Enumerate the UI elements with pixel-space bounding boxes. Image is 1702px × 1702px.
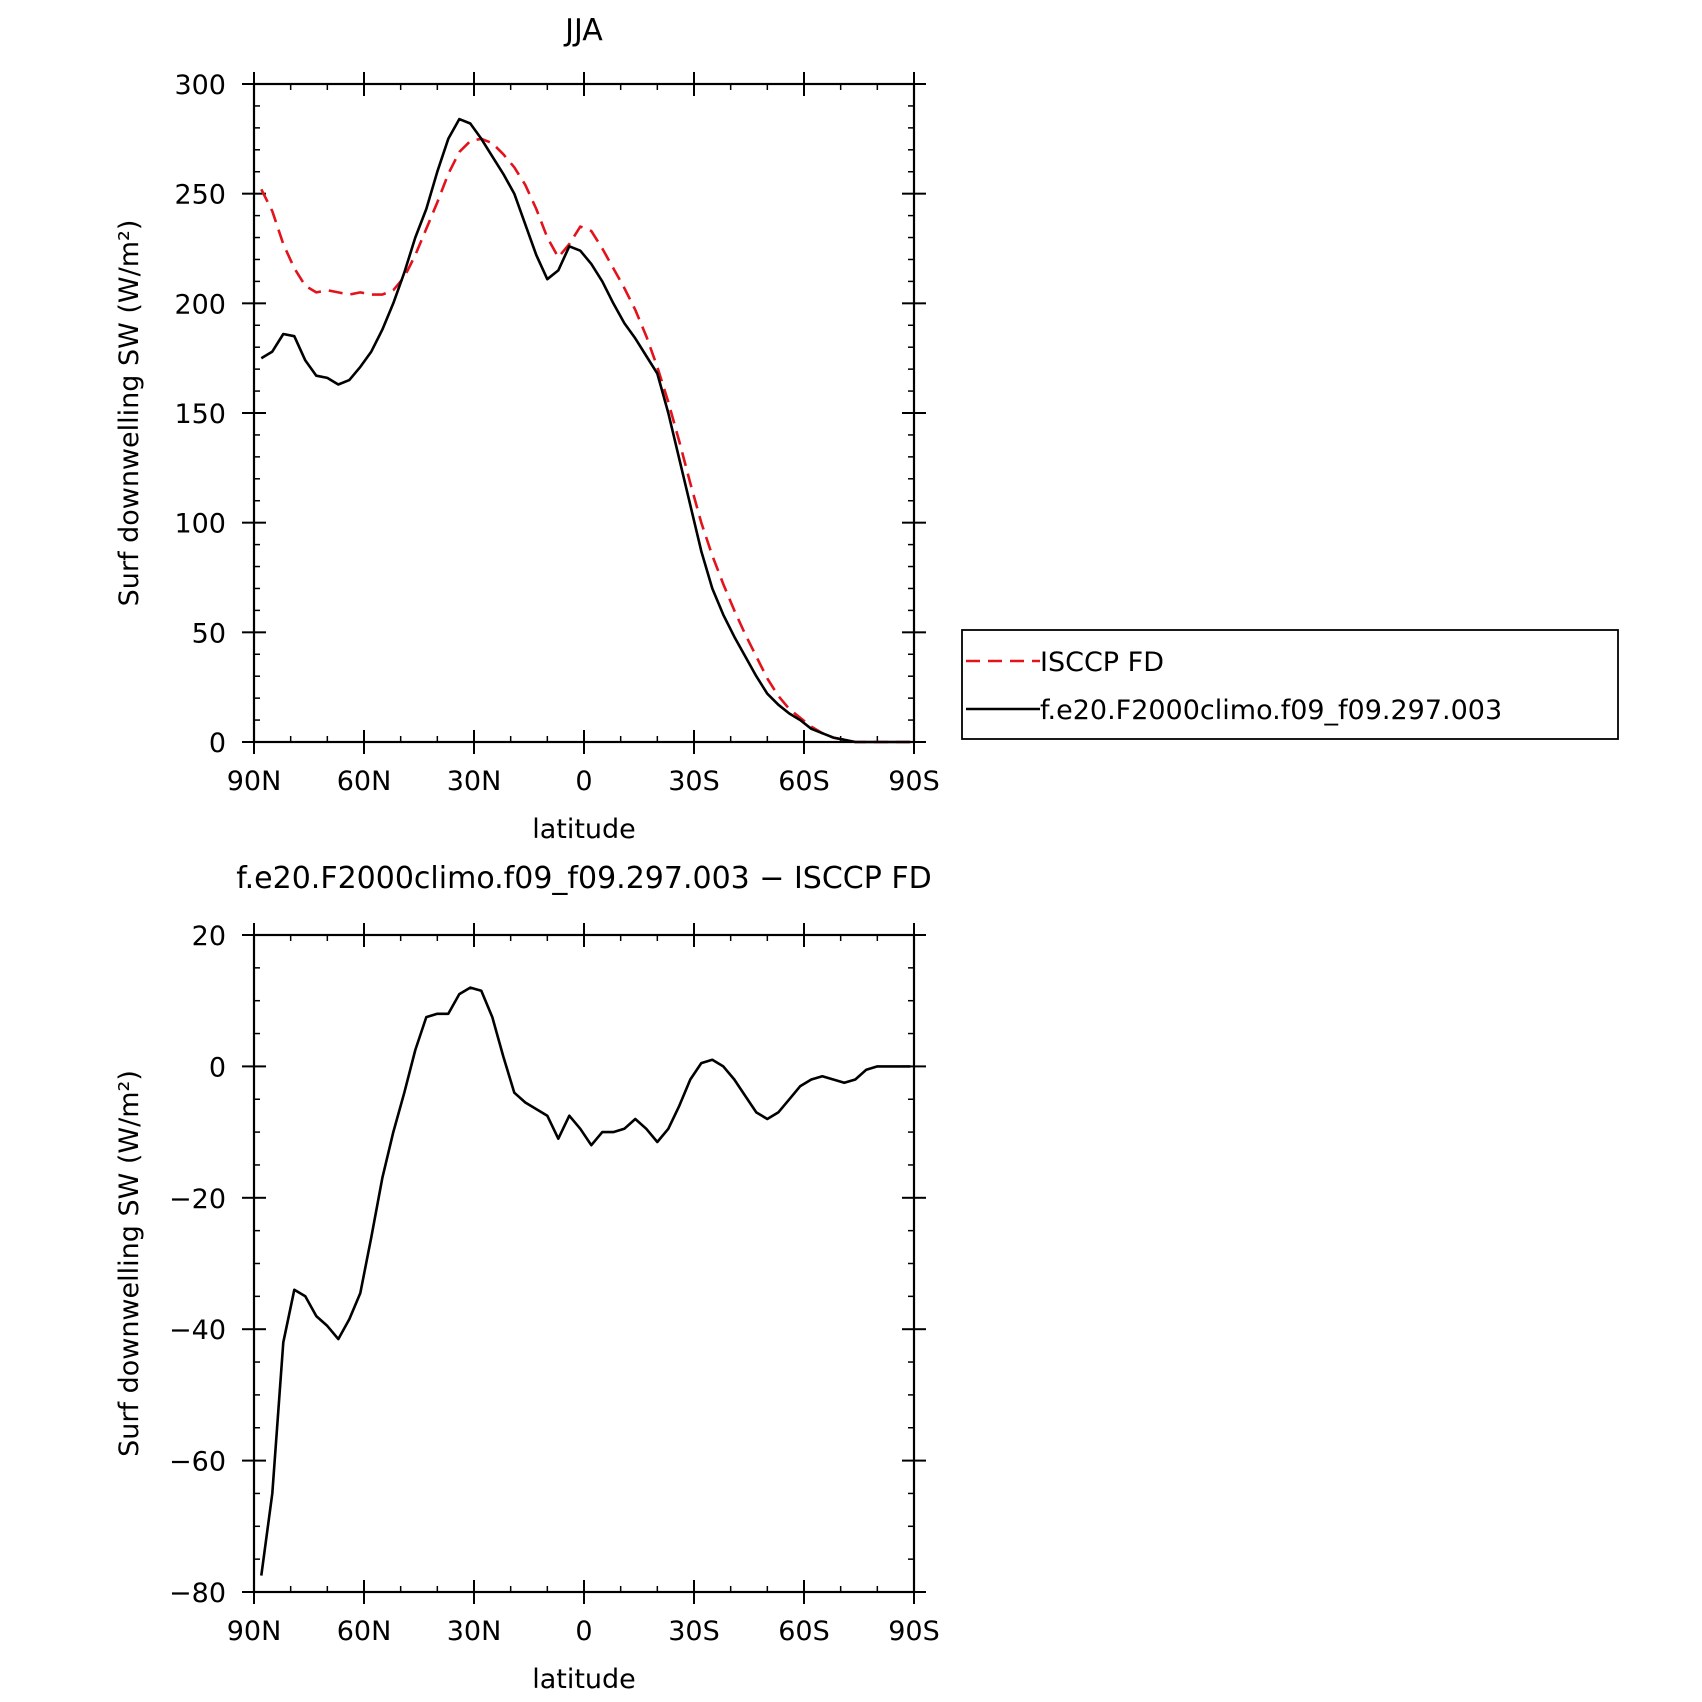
y-tick-label: 20 xyxy=(192,921,226,952)
chart-title: JJA xyxy=(563,13,603,48)
y-axis-label: Surf downwelling SW (W/m²) xyxy=(114,220,145,607)
y-tick-label: 100 xyxy=(174,509,226,540)
x-tick-label: 60S xyxy=(778,1616,830,1647)
plot-frame xyxy=(252,82,916,744)
bottom-panel-difference: f.e20.F2000climo.f09_f09.297.003 − ISCCP… xyxy=(114,861,940,1695)
y-tick-label: 250 xyxy=(174,180,226,211)
legend: ISCCP FD f.e20.F2000climo.f09_f09.297.003 xyxy=(961,629,1619,740)
x-tick-label: 0 xyxy=(575,766,592,797)
x-tick-label: 90S xyxy=(888,766,940,797)
y-tick-label: 0 xyxy=(209,1052,226,1083)
series-line-difference xyxy=(260,986,911,1576)
y-tick-label: −40 xyxy=(169,1315,226,1346)
y-tick-label: −20 xyxy=(169,1184,226,1215)
x-tick-label: 60N xyxy=(337,1616,392,1647)
y-axis-label: Surf downwelling SW (W/m²) xyxy=(114,1070,145,1457)
x-tick-label: 0 xyxy=(575,1616,592,1647)
y-tick-label: −60 xyxy=(169,1447,226,1478)
x-tick-label: 90N xyxy=(227,1616,282,1647)
legend-box xyxy=(961,629,1619,740)
series-line-model xyxy=(260,117,911,744)
plot-frame xyxy=(252,933,916,1594)
legend-entry: f.e20.F2000climo.f09_f09.297.003 xyxy=(1040,695,1502,726)
x-tick-label: 30N xyxy=(447,1616,502,1647)
x-tick-label: 60S xyxy=(778,766,830,797)
y-tick-label: −80 xyxy=(169,1578,226,1609)
x-tick-label: 30S xyxy=(668,766,720,797)
chart-title: f.e20.F2000climo.f09_f09.297.003 − ISCCP… xyxy=(236,861,931,896)
legend-entry: ISCCP FD xyxy=(1040,647,1164,678)
y-tick-label: 200 xyxy=(174,289,226,320)
x-axis-label: latitude xyxy=(532,1664,636,1695)
y-tick-label: 300 xyxy=(174,70,226,101)
x-tick-label: 30N xyxy=(447,766,502,797)
top-panel-jja: JJA 90N 60N 30N 0 30S 60S 90S 0 50 100 150 200 250 300… xyxy=(114,13,940,845)
series-line-isccp-fd xyxy=(260,137,911,744)
x-tick-label: 90N xyxy=(227,766,282,797)
y-tick-label: 0 xyxy=(209,728,226,759)
x-axis-label: latitude xyxy=(532,814,636,845)
x-tick-label: 60N xyxy=(337,766,392,797)
y-tick-label: 150 xyxy=(174,399,226,430)
x-tick-label: 90S xyxy=(888,1616,940,1647)
y-tick-label: 50 xyxy=(192,618,226,649)
x-tick-label: 30S xyxy=(668,1616,720,1647)
